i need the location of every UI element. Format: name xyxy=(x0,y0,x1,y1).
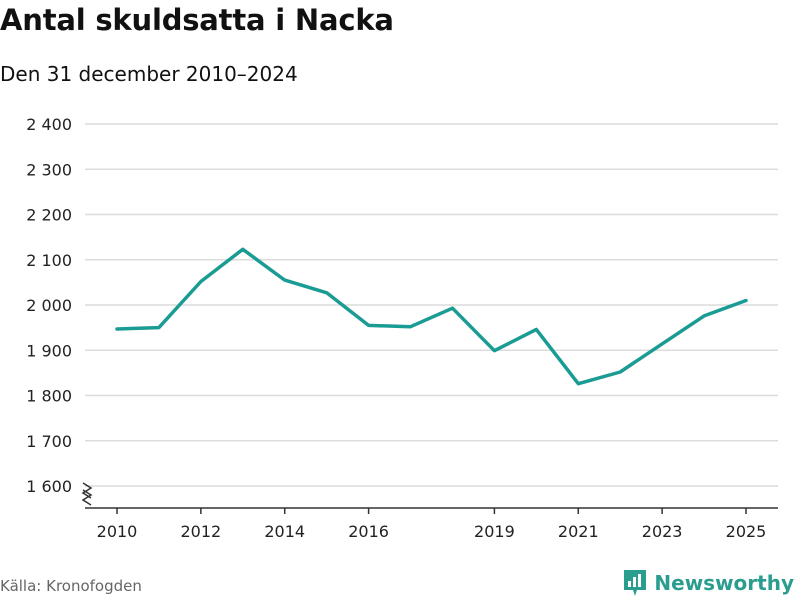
data-point xyxy=(116,327,119,330)
y-tick-label: 1 800 xyxy=(26,387,72,406)
brand-name: Newsworthy xyxy=(654,571,794,595)
x-axis-tick-labels: 2010 2012 2014 2016 2019 2021 2023 2025 xyxy=(97,522,767,541)
x-tick-label: 2025 xyxy=(726,522,767,541)
data-point xyxy=(409,325,412,328)
data-point xyxy=(367,324,370,327)
line-chart: 1 600 1 700 1 800 1 900 2 000 2 100 2 200 2 300… xyxy=(26,115,778,541)
data-point xyxy=(451,307,454,310)
y-tick-label: 2 000 xyxy=(26,296,72,315)
data-point xyxy=(283,279,286,282)
brand-logo: Newsworthy xyxy=(622,568,794,598)
x-axis xyxy=(85,507,778,514)
y-tick-label: 1 600 xyxy=(26,477,72,496)
data-point xyxy=(199,280,202,283)
chart-title: Antal skuldsatta i Nacka xyxy=(0,3,394,37)
y-axis-tick-labels: 1 600 1 700 1 800 1 900 2 000 2 100 2 200 2 300… xyxy=(26,115,72,496)
x-tick-label: 2021 xyxy=(558,522,599,541)
y-tick-label: 1 900 xyxy=(26,341,72,360)
series-lines xyxy=(115,247,748,386)
gridlines xyxy=(85,123,778,487)
x-tick-label: 2019 xyxy=(474,522,515,541)
data-point xyxy=(703,314,706,317)
x-tick-label: 2023 xyxy=(642,522,683,541)
data-point xyxy=(241,248,244,251)
x-tick-label: 2012 xyxy=(181,522,222,541)
x-tick-label: 2014 xyxy=(264,522,305,541)
y-tick-label: 2 200 xyxy=(26,206,72,225)
data-point xyxy=(619,370,622,373)
x-tick-label: 2010 xyxy=(97,522,138,541)
newsworthy-logo-icon xyxy=(624,570,647,596)
y-tick-label: 2 300 xyxy=(26,160,72,179)
axis-break-mark xyxy=(81,482,93,499)
y-tick-label: 2 400 xyxy=(26,115,72,134)
x-tick-label: 2016 xyxy=(348,522,389,541)
y-tick-label: 2 100 xyxy=(26,251,72,270)
series-line xyxy=(115,247,748,386)
data-point xyxy=(493,349,496,352)
data-point xyxy=(325,291,328,294)
axis-break-mark xyxy=(81,489,93,506)
data-point xyxy=(661,342,664,345)
axis-break xyxy=(81,482,93,506)
data-point xyxy=(157,326,160,329)
y-tick-label: 1 700 xyxy=(26,432,72,451)
data-point xyxy=(577,382,580,385)
chart-subtitle: Den 31 december 2010–2024 xyxy=(0,62,298,86)
data-point xyxy=(745,299,748,302)
data-point xyxy=(535,328,538,331)
source-note: Källa: Kronofogden xyxy=(0,577,142,595)
